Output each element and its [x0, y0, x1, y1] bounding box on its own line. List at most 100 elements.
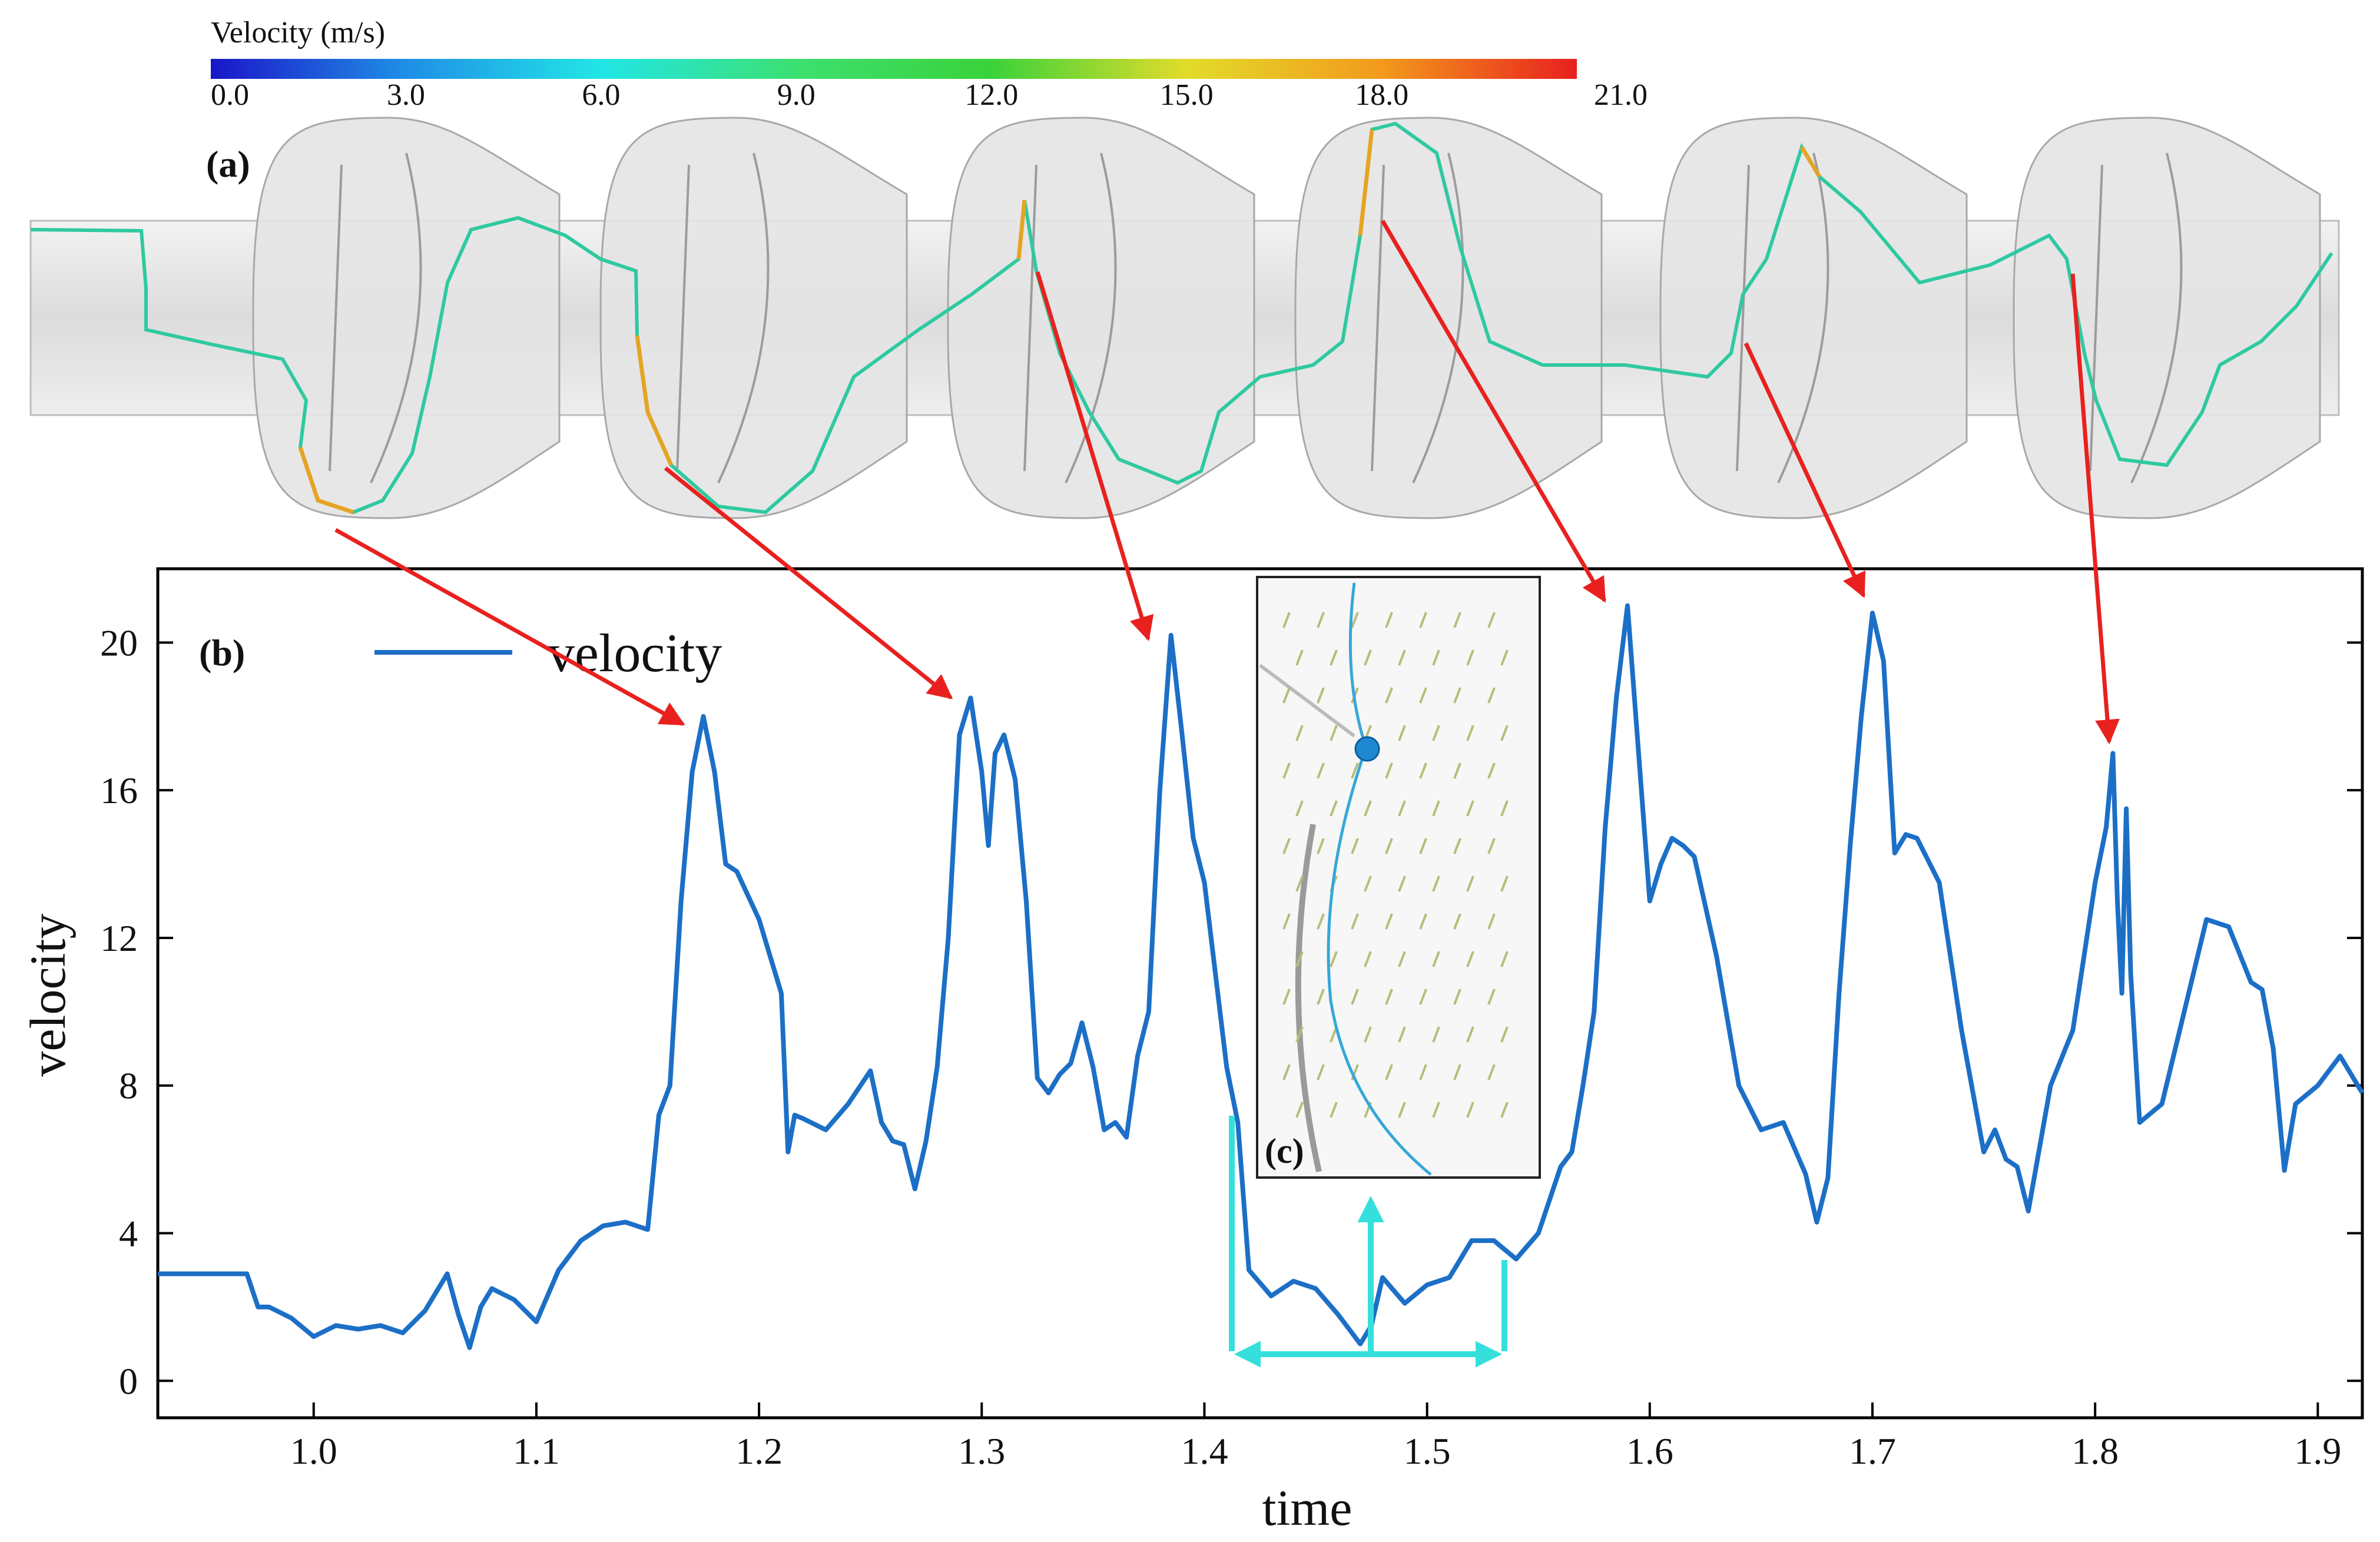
- flow-vector: [1432, 876, 1440, 892]
- pipe-vane: [1736, 152, 1829, 483]
- flow-vector: [1466, 1026, 1474, 1043]
- pipe-vane: [1371, 152, 1464, 483]
- flow-vector: [1487, 762, 1496, 779]
- x-tick-label: 1.3: [958, 1430, 1005, 1472]
- flow-vector: [1398, 951, 1406, 967]
- inset-c: (c): [1256, 576, 1541, 1179]
- flow-vector: [1330, 951, 1338, 967]
- particle-trajectory: [30, 121, 2333, 515]
- series-points: [157, 605, 2363, 1348]
- flow-vector: [1500, 800, 1509, 817]
- inset-trajectory: [1327, 582, 1432, 1176]
- pipe-bulb: [252, 117, 561, 519]
- flow-vector: [1317, 989, 1325, 1005]
- flow-vector: [1453, 913, 1461, 930]
- x-axis-label: time: [1262, 1480, 1353, 1536]
- flow-vector: [1295, 800, 1304, 817]
- flow-vector: [1432, 649, 1440, 666]
- peak-arrows: [334, 220, 2120, 745]
- flow-vector: [1500, 1102, 1509, 1118]
- pipe-bulb: [2013, 117, 2321, 519]
- flow-vector: [1453, 612, 1461, 628]
- y-tick-label: 16: [100, 770, 138, 811]
- pipe-vane: [2089, 152, 2183, 483]
- flow-vector: [1419, 989, 1427, 1005]
- flow-vector: [1317, 838, 1325, 854]
- flow-vector: [1295, 1102, 1304, 1118]
- flow-vector: [1432, 1026, 1440, 1043]
- flow-vector: [1419, 762, 1427, 779]
- panel-label-a: (a): [206, 143, 250, 185]
- pipe-vane: [329, 152, 422, 483]
- flow-vector: [1295, 725, 1304, 741]
- flow-vector: [1500, 725, 1509, 741]
- x-ticks: 1.0 1.1 1.2 1.3 1.4 1.5 1.6 1.7 1.8 1.9: [290, 1402, 2341, 1472]
- flow-vector: [1385, 612, 1393, 628]
- y-tick-label: 4: [119, 1213, 138, 1255]
- y-tick-label: 8: [119, 1065, 138, 1107]
- flow-vector: [1432, 800, 1440, 817]
- colorbar-tick-label: 9.0: [777, 78, 816, 112]
- flow-vector: [1453, 838, 1461, 854]
- peak-arrow-5: [1743, 342, 1866, 598]
- flow-vector: [1398, 876, 1406, 892]
- flow-vector: [1364, 649, 1372, 666]
- flow-vector: [1317, 762, 1325, 779]
- flow-vector: [1351, 838, 1359, 854]
- flow-vector: [1453, 762, 1461, 779]
- flow-vector: [1385, 989, 1393, 1005]
- flow-vector: [1282, 1064, 1291, 1080]
- flow-vector: [1487, 989, 1496, 1005]
- flow-vector: [1398, 800, 1406, 817]
- peak-arrow-1: [334, 528, 685, 727]
- flow-vector: [1295, 951, 1304, 967]
- flow-vector: [1500, 1026, 1509, 1043]
- flow-vector: [1453, 1064, 1461, 1080]
- flow-vector: [1487, 612, 1496, 628]
- flow-vector: [1385, 838, 1393, 854]
- inset-wall-shadow: [1259, 664, 1355, 738]
- flow-vector: [1453, 687, 1461, 704]
- colorbar-tick-label: 0.0: [211, 78, 249, 112]
- peak-arrow-6: [2070, 273, 2120, 745]
- flow-vector: [1364, 876, 1372, 892]
- x-tick-label: 1.5: [1404, 1430, 1451, 1472]
- flow-vector: [1398, 1102, 1406, 1118]
- flow-vector: [1317, 913, 1325, 930]
- flow-vector: [1466, 725, 1474, 741]
- pipe-panel: (a): [29, 117, 2340, 519]
- x-tick-label: 1.9: [2294, 1430, 2341, 1472]
- pipe-bulb: [947, 117, 1255, 519]
- y-tick-label: 0: [119, 1360, 138, 1402]
- y-tick-label: 20: [100, 622, 138, 664]
- flow-vector: [1351, 612, 1359, 628]
- flow-vector: [1466, 800, 1474, 817]
- flow-vector: [1295, 876, 1304, 892]
- panel-label-b: (b): [199, 632, 245, 674]
- series-line-velocity: [158, 603, 2365, 1350]
- flow-vector: [1419, 687, 1427, 704]
- flow-vector: [1487, 1064, 1496, 1080]
- flow-vector: [1385, 687, 1393, 704]
- inset-particle: [1354, 736, 1380, 762]
- inset-frame: [1256, 576, 1541, 1179]
- peak-arrow-3: [1035, 271, 1154, 642]
- flow-vector: [1385, 913, 1393, 930]
- flow-vector: [1466, 876, 1474, 892]
- flow-vector: [1282, 612, 1291, 628]
- pipe-bulb: [1294, 117, 1603, 519]
- colorbar: Velocity (m/s) 0.0 3.0 6.0 9.0 12.0 15.0 18.0 2…: [211, 16, 1648, 112]
- plot-frame: [156, 567, 2364, 1420]
- y-axis-label: velocity: [19, 913, 76, 1076]
- flow-vector: [1364, 951, 1372, 967]
- x-tick-label: 1.6: [1626, 1430, 1673, 1472]
- flow-vector: [1487, 913, 1496, 930]
- flow-vector: [1364, 800, 1372, 817]
- time-window-bracket: [1229, 1116, 1507, 1368]
- legend: velocity: [374, 623, 722, 683]
- pipe-bulbs: [252, 117, 2321, 519]
- pipe-bulb: [599, 117, 908, 519]
- flow-vector: [1453, 989, 1461, 1005]
- x-tick-label: 1.8: [2071, 1430, 2119, 1472]
